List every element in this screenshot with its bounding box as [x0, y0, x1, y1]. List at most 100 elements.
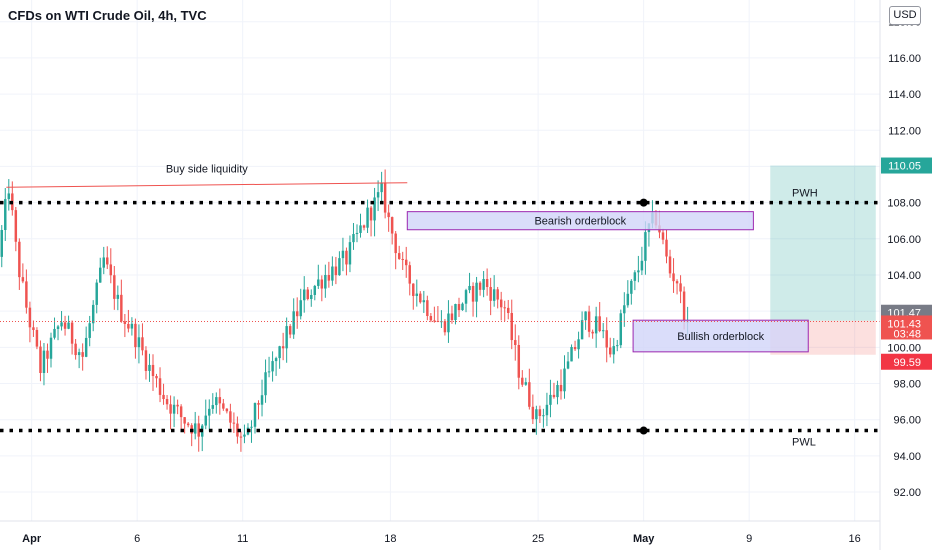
candle [584, 311, 587, 330]
currency-button[interactable]: USD [889, 6, 921, 25]
candle [134, 318, 137, 359]
candle [193, 411, 197, 440]
candle-body [584, 311, 587, 321]
candle-body [338, 258, 341, 276]
candle-body [232, 422, 236, 424]
candle [77, 348, 81, 369]
candle [63, 315, 67, 336]
candle [292, 298, 295, 339]
time-axis: Apr 6 11 18 25 May 9 16 [22, 533, 861, 545]
candle-body [183, 417, 186, 424]
candle [327, 261, 331, 288]
candle [243, 424, 246, 444]
candle [229, 403, 232, 429]
candle [172, 396, 176, 428]
candle [341, 237, 345, 272]
x-tick-label: 25 [532, 533, 544, 545]
candle-body [81, 352, 84, 357]
candle [436, 306, 440, 323]
candle [109, 248, 113, 284]
candle-body [661, 232, 665, 240]
candle-body [218, 397, 222, 404]
candle [99, 257, 102, 283]
candle-body [352, 233, 355, 243]
candle-body [32, 327, 35, 330]
candle [35, 327, 39, 350]
candle-body [215, 397, 218, 406]
candle-body [619, 313, 623, 346]
candle [433, 306, 436, 323]
candle-body [306, 289, 309, 300]
candle-body [134, 323, 137, 348]
y-tick-label: 104.00 [887, 270, 921, 282]
candle [278, 345, 281, 369]
candle-body [535, 409, 538, 420]
candle [605, 317, 608, 363]
candle [179, 404, 183, 432]
candle [390, 216, 394, 245]
candle-body [91, 304, 95, 324]
price-tag-bg [881, 315, 932, 340]
candle-body [21, 277, 25, 282]
candle [320, 275, 324, 302]
candle [376, 180, 380, 212]
candle [528, 368, 531, 410]
candle [549, 379, 552, 418]
candle-body [106, 257, 109, 265]
candle-body [594, 316, 598, 334]
candle-body [563, 368, 566, 392]
candle-body [464, 290, 468, 304]
candle-body [552, 394, 556, 398]
candle [84, 326, 88, 358]
candle-body [591, 331, 594, 334]
candle [405, 246, 408, 278]
candle-body [408, 265, 411, 284]
candle [661, 228, 665, 245]
candle-body [461, 303, 464, 311]
candle-body [380, 182, 383, 193]
candle [556, 380, 559, 405]
price-tag-target: 110.05 [881, 157, 932, 174]
candle [345, 247, 348, 276]
candle [552, 382, 556, 399]
candle-body [373, 197, 376, 221]
candle-body [99, 267, 102, 283]
candle [412, 283, 415, 310]
price-tag-stop: 99.59 [881, 353, 932, 370]
candle-body [668, 256, 672, 274]
candle [598, 302, 601, 333]
candle-body [253, 403, 257, 427]
candle-body [56, 326, 60, 329]
y-tick-label: 116.00 [888, 53, 921, 65]
candle [450, 305, 454, 324]
candle [510, 299, 513, 350]
candle-body [672, 273, 675, 282]
candle-body [4, 199, 7, 230]
y-tick-label: 94.00 [893, 451, 921, 463]
candle-body [176, 404, 179, 407]
candle-body [250, 426, 253, 428]
candle-body [88, 323, 91, 338]
candle [545, 392, 549, 427]
y-tick-label: 114.00 [888, 89, 921, 101]
candle-body [327, 275, 331, 281]
candle [253, 402, 257, 434]
pwl-marker [639, 426, 648, 435]
candle-body [637, 270, 640, 273]
candle-body [28, 307, 32, 328]
candle [267, 356, 271, 378]
candle [141, 323, 144, 356]
candle-body [243, 434, 246, 437]
candle [53, 317, 56, 340]
candle-body [313, 285, 317, 295]
candle [317, 264, 320, 289]
candle-body [7, 193, 11, 200]
candle-body [387, 212, 390, 218]
candle [123, 313, 127, 338]
candle-body [640, 260, 644, 271]
candle [538, 405, 542, 423]
candle-body [295, 311, 299, 317]
pwl-label: PWL [792, 437, 816, 449]
